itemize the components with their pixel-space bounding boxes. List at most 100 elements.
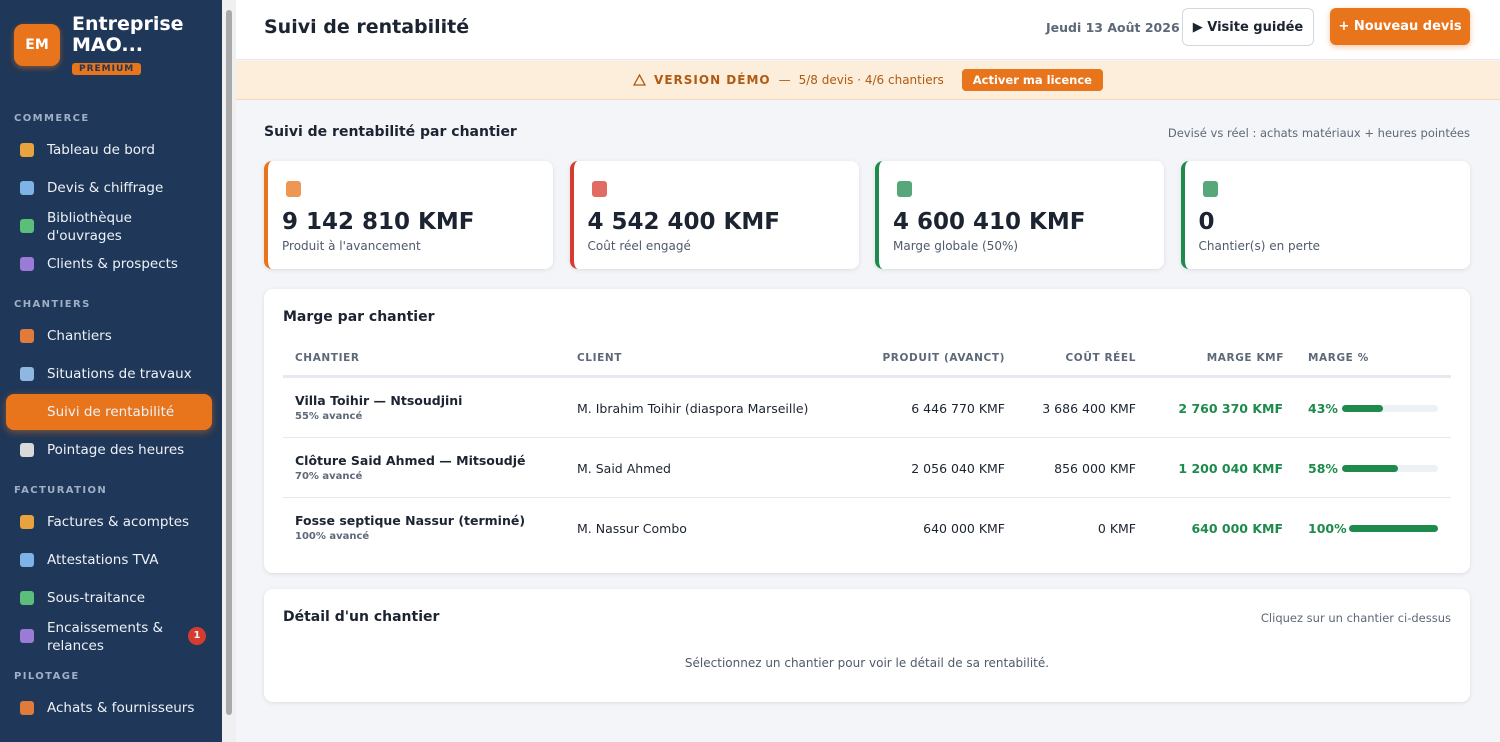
kpi-value: 0 xyxy=(1198,209,1215,235)
nav-icon xyxy=(20,219,34,233)
real-cost: 3 686 400 KMF xyxy=(1042,401,1136,416)
nav-icon xyxy=(20,257,34,271)
column-header: COÛT RÉEL xyxy=(1065,352,1136,364)
section-title: Suivi de rentabilité par chantier xyxy=(264,124,517,140)
nav-item[interactable]: Sous-traitance xyxy=(6,580,212,616)
column-header: MARGE % xyxy=(1308,352,1369,364)
margin-bar xyxy=(1342,465,1398,472)
warning-icon xyxy=(633,74,647,86)
detail-hint: Cliquez sur un chantier ci-dessus xyxy=(1260,611,1451,625)
kpi-label: Chantier(s) en perte xyxy=(1198,239,1321,253)
nav-item[interactable]: Suivi de rentabilité xyxy=(6,394,212,430)
kpi-value: 9 142 810 KMF xyxy=(282,209,475,235)
nav-item[interactable]: Tableau de bord xyxy=(6,132,212,168)
nav-icon xyxy=(20,629,34,643)
nav-label: Tableau de bord xyxy=(47,142,155,158)
nav-item[interactable]: Pointage des heures xyxy=(6,432,212,468)
nav-item[interactable]: Devis & chiffrage xyxy=(6,170,212,206)
nav-label: Pointage des heures xyxy=(47,442,185,458)
nav-label: Encaissements & relances xyxy=(47,620,164,654)
license-button[interactable]: Activer ma licence xyxy=(961,69,1103,91)
nav-item[interactable]: Chantiers xyxy=(6,318,212,354)
section-label: CHANTIERS xyxy=(14,299,91,310)
nav-item[interactable]: Encaissements & relances 1 xyxy=(6,618,212,656)
detail-card: Détail d'un chantier Cliquez sur un chan… xyxy=(264,589,1470,702)
nav-label: Attestations TVA xyxy=(47,552,159,568)
client: M. Said Ahmed xyxy=(577,461,671,476)
site-progress: 55% avancé xyxy=(295,411,363,422)
demo-banner: VERSION DÉMO — 5/8 devis · 4/6 chantiers… xyxy=(236,61,1500,100)
empty-state: Sélectionnez un chantier pour voir le dé… xyxy=(684,656,1050,670)
kpi-icon xyxy=(286,181,301,197)
margin: 640 000 KMF xyxy=(1191,521,1283,536)
nav-item[interactable]: Situations de travaux xyxy=(6,356,212,392)
margin-track xyxy=(1349,525,1438,532)
nav-label: Chantiers xyxy=(47,328,112,344)
nav-icon xyxy=(20,515,34,529)
margin-bar xyxy=(1342,405,1384,412)
kpi-value: 4 600 410 KMF xyxy=(893,209,1086,235)
section-label: PILOTAGE xyxy=(14,671,80,682)
nav-item[interactable]: Factures & acomptes xyxy=(6,504,212,540)
nav-item[interactable]: Achats & fournisseurs xyxy=(6,690,212,726)
table-row[interactable]: Clôture Said Ahmed — Mitsoudjé 70% avancé… xyxy=(283,437,1451,497)
margin: 2 760 370 KMF xyxy=(1178,401,1283,416)
nav-icon xyxy=(20,367,34,381)
margin-pct: 43% xyxy=(1308,401,1338,416)
margin-track xyxy=(1342,465,1438,472)
margin: 1 200 040 KMF xyxy=(1178,461,1283,476)
product: 2 056 040 KMF xyxy=(911,461,1005,476)
table-row[interactable]: Fosse septique Nassur (terminé) 100% avan… xyxy=(283,497,1451,557)
logo[interactable]: EM xyxy=(14,24,60,66)
scroll-thumb[interactable] xyxy=(226,10,232,715)
site-progress: 100% avancé xyxy=(295,531,370,542)
nav-icon xyxy=(20,329,34,343)
column-header: CLIENT xyxy=(577,352,623,364)
kpi-label: Produit à l'avancement xyxy=(282,239,421,253)
nav-icon xyxy=(20,701,34,715)
nav-icon xyxy=(20,553,34,567)
product: 6 446 770 KMF xyxy=(911,401,1005,416)
nav-item[interactable]: Bibliothèque d'ouvrages xyxy=(6,208,212,246)
kpi-card: 4 542 400 KMF Coût réel engagé xyxy=(569,161,859,269)
card-title: Détail d'un chantier xyxy=(283,609,440,625)
nav-label: Situations de travaux xyxy=(47,366,192,382)
main: Suivi de rentabilité Jeudi 13 Août 2026 … xyxy=(236,0,1500,742)
nav-item[interactable]: Attestations TVA xyxy=(6,542,212,578)
kpi-icon xyxy=(897,181,912,197)
scrollbar[interactable] xyxy=(222,0,236,742)
plan-badge: PREMIUM xyxy=(72,63,142,75)
nav-icon xyxy=(20,181,34,195)
kpi-label: Coût réel engagé xyxy=(587,239,691,253)
demo-label: VERSION DÉMO xyxy=(654,73,771,87)
column-header: CHANTIER xyxy=(295,352,360,364)
table-row[interactable]: Villa Toihir — Ntsoudjini 55% avancé M. Ib… xyxy=(283,377,1451,437)
nav-icon xyxy=(20,443,34,457)
section-label: FACTURATION xyxy=(14,485,108,496)
product: 640 000 KMF xyxy=(923,521,1005,536)
date: Jeudi 13 Août 2026 xyxy=(1046,20,1180,35)
demo-info: 5/8 devis · 4/6 chantiers xyxy=(798,73,944,87)
header: Suivi de rentabilité Jeudi 13 Août 2026 … xyxy=(236,0,1500,60)
guide-button[interactable]: ▶ Visite guidée xyxy=(1182,8,1314,46)
nav-icon xyxy=(20,405,34,419)
nav-label: Clients & prospects xyxy=(47,256,178,272)
column-header: PRODUIT (AVANCT) xyxy=(882,352,1005,364)
margin-table-card: Marge par chantier CHANTIER CLIENT PRODUIT… xyxy=(264,289,1470,573)
real-cost: 0 KMF xyxy=(1097,521,1136,536)
real-cost: 856 000 KMF xyxy=(1054,461,1136,476)
column-header: MARGE KMF xyxy=(1206,352,1284,364)
separator: — xyxy=(778,73,791,87)
notification-count: 1 xyxy=(188,627,206,645)
company-name: Entreprise MAO... xyxy=(72,13,184,56)
client: M. Nassur Combo xyxy=(577,521,687,536)
section-label: COMMERCE xyxy=(14,113,90,124)
new-quote-button[interactable]: + Nouveau devis xyxy=(1330,8,1470,45)
nav-icon xyxy=(20,143,34,157)
site-name: Villa Toihir — Ntsoudjini xyxy=(295,393,463,408)
kpi-icon xyxy=(591,181,607,197)
site-name: Fosse septique Nassur (terminé) xyxy=(295,513,526,528)
nav-item[interactable]: Clients & prospects xyxy=(6,246,212,282)
